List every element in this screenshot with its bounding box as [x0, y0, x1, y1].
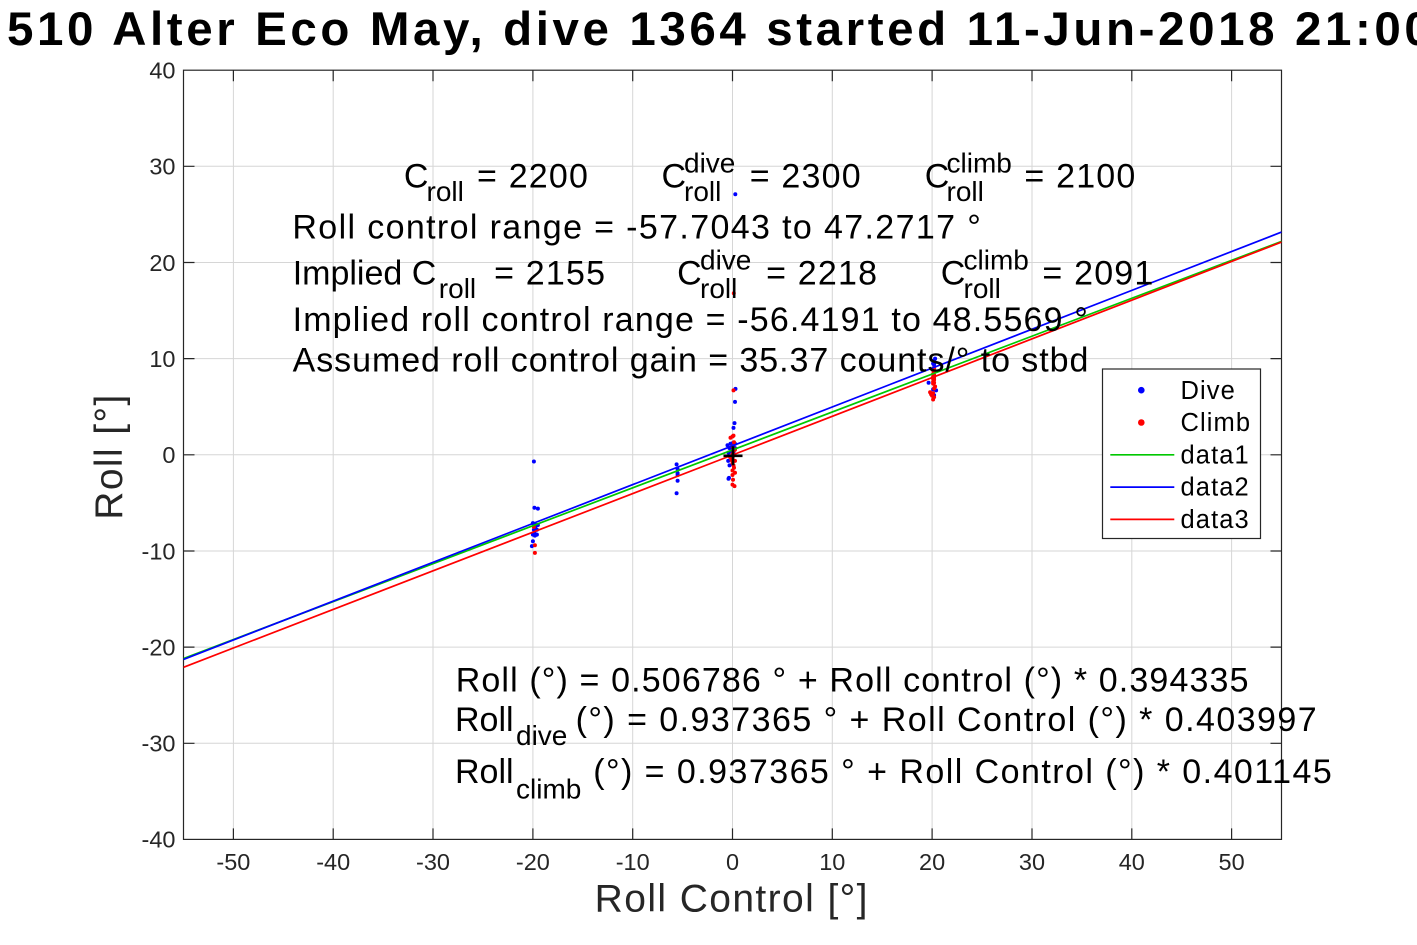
svg-text:Roll Control [°]: Roll Control [°]	[595, 878, 869, 921]
svg-text:roll: roll	[700, 273, 737, 304]
svg-text:-20: -20	[516, 849, 550, 875]
svg-text:roll: roll	[439, 273, 476, 304]
svg-text:data1: data1	[1181, 441, 1250, 469]
svg-text:30: 30	[149, 154, 175, 180]
svg-text:roll: roll	[427, 176, 464, 207]
svg-text:-40: -40	[142, 827, 176, 853]
svg-text:C: C	[941, 255, 966, 293]
svg-text:= 2155: = 2155	[494, 255, 606, 293]
svg-text:-30: -30	[416, 849, 450, 875]
svg-text:C: C	[677, 255, 702, 293]
svg-text:40: 40	[1119, 849, 1145, 875]
svg-text:roll: roll	[964, 273, 1001, 304]
svg-text:0: 0	[162, 442, 175, 468]
svg-text:(°) = 0.937365 ° + Roll Contro: (°) = 0.937365 ° + Roll Control (°) * 0.…	[576, 701, 1319, 739]
svg-text:Roll control range = -57.7043: Roll control range = -57.7043 to 47.2717…	[292, 208, 982, 246]
svg-text:-10: -10	[142, 538, 176, 564]
svg-text:= 2100: = 2100	[1024, 158, 1136, 196]
svg-text:roll: roll	[684, 176, 721, 207]
svg-text:climb: climb	[964, 245, 1029, 276]
svg-text:50: 50	[1219, 849, 1245, 875]
svg-text:Dive: Dive	[1181, 377, 1236, 405]
svg-text:climb: climb	[516, 774, 581, 805]
svg-text:dive: dive	[700, 245, 751, 276]
svg-text:Roll (°) = 0.506786 ° + Roll c: Roll (°) = 0.506786 ° + Roll control (°)…	[456, 661, 1250, 699]
svg-text:-50: -50	[216, 849, 250, 875]
svg-text:= 2300: = 2300	[750, 158, 862, 196]
svg-text:Roll: Roll	[455, 753, 514, 791]
svg-text:Assumed roll control gain = 35: Assumed roll control gain = 35.37 counts…	[293, 342, 1090, 380]
svg-text:-40: -40	[316, 849, 350, 875]
svg-text:= 2091: = 2091	[1042, 255, 1154, 293]
svg-text:data3: data3	[1181, 506, 1250, 534]
svg-text:20: 20	[919, 849, 945, 875]
svg-text:Roll [°]: Roll [°]	[88, 393, 131, 520]
svg-text:Implied roll control range = -: Implied roll control range = -56.4191 to…	[293, 301, 1089, 339]
svg-text:dive: dive	[516, 720, 567, 751]
svg-text:climb: climb	[947, 148, 1012, 179]
svg-text:C: C	[925, 158, 950, 196]
svg-text:20: 20	[149, 250, 175, 276]
svg-text:10: 10	[819, 849, 845, 875]
svg-text:40: 40	[149, 58, 175, 84]
svg-text:C: C	[404, 158, 429, 196]
svg-text:Roll: Roll	[455, 701, 514, 739]
svg-text:C: C	[662, 158, 687, 196]
svg-text:Climb: Climb	[1181, 409, 1252, 437]
svg-text:-30: -30	[142, 731, 176, 757]
svg-text:= 2218: = 2218	[766, 255, 878, 293]
svg-text:Implied C: Implied C	[293, 255, 437, 293]
svg-text:30: 30	[1019, 849, 1045, 875]
svg-text:(°) = 0.937365 ° + Roll Contro: (°) = 0.937365 ° + Roll Control (°) * 0.…	[593, 753, 1333, 791]
svg-text:roll: roll	[947, 176, 984, 207]
svg-text:-10: -10	[616, 849, 650, 875]
svg-text:dive: dive	[684, 148, 735, 179]
svg-text:data2: data2	[1181, 474, 1250, 502]
svg-text:10: 10	[149, 346, 175, 372]
svg-text:= 2200: = 2200	[477, 158, 589, 196]
svg-text:-20: -20	[142, 634, 176, 660]
svg-text:0: 0	[726, 849, 739, 875]
